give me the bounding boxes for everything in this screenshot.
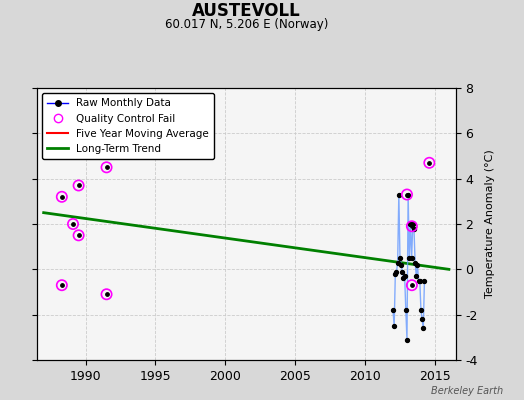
Point <box>74 232 83 238</box>
Point <box>397 262 406 268</box>
Point <box>74 232 83 238</box>
Point <box>396 255 404 261</box>
Text: Berkeley Earth: Berkeley Earth <box>431 386 503 396</box>
Point <box>418 316 427 322</box>
Point <box>102 291 111 298</box>
Point <box>406 221 414 227</box>
Text: AUSTEVOLL: AUSTEVOLL <box>192 2 301 20</box>
Point <box>412 273 420 279</box>
Point <box>413 262 422 268</box>
Point <box>408 223 416 230</box>
Point <box>102 164 111 170</box>
Point <box>58 282 66 288</box>
Point <box>395 191 403 198</box>
Point <box>398 268 407 275</box>
Point <box>408 255 416 261</box>
Point <box>408 223 416 230</box>
Point <box>419 325 428 332</box>
Text: 60.017 N, 5.206 E (Norway): 60.017 N, 5.206 E (Norway) <box>165 18 328 31</box>
Point <box>102 164 111 170</box>
Point <box>417 307 425 313</box>
Point <box>391 271 399 277</box>
Point <box>102 291 111 298</box>
Point <box>389 307 397 313</box>
Point <box>403 191 411 198</box>
Point <box>390 323 398 329</box>
Point <box>392 268 401 275</box>
Point <box>425 160 433 166</box>
Point <box>399 275 408 282</box>
Point <box>414 278 423 284</box>
Point <box>58 194 66 200</box>
Point <box>69 221 77 227</box>
Point <box>409 221 417 227</box>
Point <box>420 278 429 284</box>
Point <box>404 191 412 198</box>
Point <box>408 282 416 288</box>
Point <box>403 191 411 198</box>
Point <box>410 225 418 232</box>
Y-axis label: Temperature Anomaly (°C): Temperature Anomaly (°C) <box>485 150 495 298</box>
Point <box>69 221 77 227</box>
Point <box>74 182 83 189</box>
Point <box>401 307 410 313</box>
Point <box>394 259 402 266</box>
Point <box>411 259 419 266</box>
Point <box>400 273 409 279</box>
Point <box>74 182 83 189</box>
Point <box>58 194 66 200</box>
Point <box>58 282 66 288</box>
Point <box>403 336 411 343</box>
Point <box>425 160 433 166</box>
Legend: Raw Monthly Data, Quality Control Fail, Five Year Moving Average, Long-Term Tren: Raw Monthly Data, Quality Control Fail, … <box>42 93 214 159</box>
Point <box>416 278 424 284</box>
Point <box>405 255 413 261</box>
Point <box>408 282 416 288</box>
